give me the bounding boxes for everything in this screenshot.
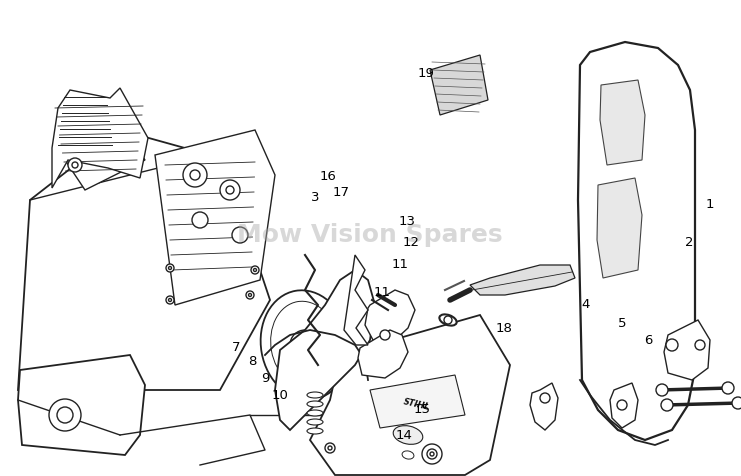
Polygon shape [18, 355, 145, 455]
Polygon shape [664, 320, 710, 380]
Circle shape [226, 186, 234, 194]
Text: 7: 7 [231, 341, 240, 354]
Polygon shape [55, 115, 145, 190]
Circle shape [246, 291, 254, 299]
Circle shape [183, 163, 207, 187]
Circle shape [251, 266, 259, 274]
Circle shape [380, 330, 390, 340]
Polygon shape [52, 88, 148, 188]
Text: 12: 12 [403, 236, 419, 249]
Ellipse shape [307, 410, 323, 416]
Circle shape [248, 294, 251, 297]
Circle shape [732, 397, 741, 409]
Polygon shape [365, 290, 415, 340]
Text: 19: 19 [418, 67, 434, 80]
Text: 10: 10 [272, 388, 288, 402]
Ellipse shape [307, 428, 323, 434]
Circle shape [656, 384, 668, 396]
Circle shape [190, 170, 200, 180]
Ellipse shape [261, 290, 349, 400]
Circle shape [192, 212, 208, 228]
Polygon shape [610, 383, 638, 428]
Circle shape [722, 382, 734, 394]
Text: 3: 3 [310, 191, 319, 204]
Circle shape [617, 400, 627, 410]
Ellipse shape [307, 419, 323, 425]
Text: 11: 11 [392, 258, 408, 271]
Circle shape [328, 446, 332, 450]
Text: 11: 11 [373, 286, 390, 299]
Ellipse shape [270, 301, 339, 389]
Polygon shape [470, 265, 575, 295]
Text: 6: 6 [644, 334, 653, 347]
Circle shape [325, 443, 335, 453]
Circle shape [540, 393, 550, 403]
Circle shape [661, 399, 673, 411]
Polygon shape [430, 55, 488, 115]
Text: 18: 18 [496, 322, 512, 335]
Circle shape [427, 449, 437, 459]
Text: 9: 9 [261, 372, 270, 385]
Polygon shape [370, 375, 465, 428]
Polygon shape [597, 178, 642, 278]
Circle shape [695, 340, 705, 350]
Polygon shape [344, 255, 368, 345]
Text: Mow Vision Spares: Mow Vision Spares [237, 223, 503, 247]
Text: 14: 14 [396, 429, 412, 442]
Text: 5: 5 [618, 317, 627, 330]
Circle shape [430, 452, 434, 456]
Polygon shape [275, 270, 375, 430]
Text: 16: 16 [319, 169, 336, 183]
Text: 4: 4 [581, 298, 590, 311]
Circle shape [253, 268, 256, 271]
Circle shape [166, 296, 174, 304]
Circle shape [57, 407, 73, 423]
Ellipse shape [439, 314, 456, 326]
Text: 1: 1 [705, 198, 714, 211]
Ellipse shape [393, 426, 423, 444]
Circle shape [666, 339, 678, 351]
Circle shape [299, 339, 311, 351]
Circle shape [290, 330, 320, 360]
Polygon shape [18, 130, 270, 390]
Circle shape [49, 399, 81, 431]
Circle shape [444, 316, 452, 324]
Text: 2: 2 [685, 236, 694, 249]
Polygon shape [310, 315, 510, 475]
Circle shape [168, 267, 171, 269]
Text: 8: 8 [247, 355, 256, 368]
Polygon shape [358, 330, 408, 378]
Circle shape [166, 264, 174, 272]
Circle shape [72, 162, 78, 168]
Ellipse shape [307, 392, 323, 398]
Circle shape [168, 298, 171, 301]
Circle shape [220, 180, 240, 200]
Text: 13: 13 [399, 215, 416, 228]
Circle shape [68, 158, 82, 172]
Text: STIHL: STIHL [402, 397, 431, 412]
Polygon shape [600, 80, 645, 165]
Circle shape [422, 444, 442, 464]
Circle shape [232, 227, 248, 243]
Ellipse shape [307, 401, 323, 407]
Polygon shape [530, 383, 558, 430]
Text: 15: 15 [414, 403, 431, 416]
Polygon shape [578, 42, 695, 440]
Text: 17: 17 [333, 186, 349, 199]
Ellipse shape [402, 451, 414, 459]
Polygon shape [155, 130, 275, 305]
